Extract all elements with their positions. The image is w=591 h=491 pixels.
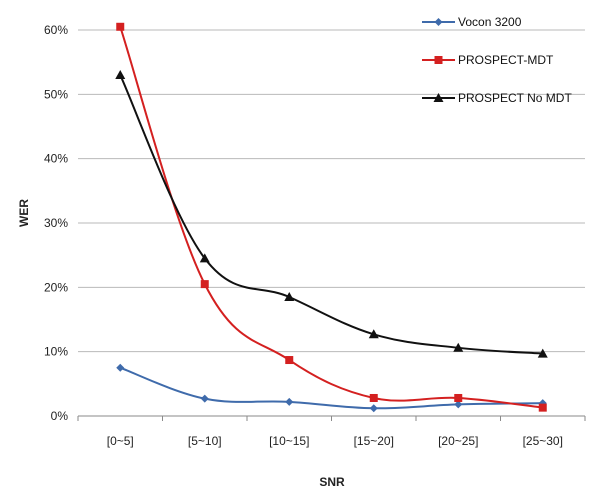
x-tick-label: [5~10]	[188, 434, 222, 448]
series-lines	[115, 22, 548, 413]
data-point	[454, 393, 463, 402]
series-0	[116, 363, 547, 413]
series-1	[116, 22, 547, 412]
y-tick-label: 20%	[44, 280, 68, 294]
data-point	[538, 403, 547, 412]
y-tick-label: 40%	[44, 152, 68, 166]
x-tick-label: [15~20]	[354, 434, 394, 448]
data-point	[453, 342, 464, 352]
x-tick-labels: [0~5] [5~10] [10~15] [15~20] [20~25] [25~30]	[107, 434, 563, 448]
data-point	[369, 393, 378, 402]
data-point	[285, 356, 294, 365]
series-line	[119, 366, 543, 410]
y-tick-labels: 0% 10% 20% 30% 40% 50% 60%	[44, 23, 68, 423]
data-point	[368, 329, 379, 339]
legend-marker	[434, 18, 443, 26]
legend-entry: PROSPECT No MDT	[422, 91, 572, 105]
legend-label: PROSPECT No MDT	[458, 91, 572, 105]
data-point	[200, 280, 209, 289]
y-tick-label: 0%	[51, 409, 69, 423]
data-point	[200, 394, 209, 403]
y-tick-label: 30%	[44, 216, 68, 230]
data-point	[116, 22, 125, 31]
data-point	[284, 291, 295, 301]
data-point	[116, 363, 125, 372]
legend-entry: Vocon 3200	[422, 15, 522, 29]
data-point	[369, 404, 378, 413]
axes	[77, 415, 586, 421]
data-point	[199, 253, 210, 263]
x-tick-label: [20~25]	[438, 434, 478, 448]
legend-marker	[434, 56, 443, 64]
legend: Vocon 3200 PROSPECT-MDT PROSPECT No MDT	[422, 15, 572, 105]
legend-marker	[433, 93, 444, 102]
data-point	[115, 70, 126, 80]
y-tick-label: 60%	[44, 23, 68, 37]
data-point	[454, 400, 463, 409]
x-axis-title: SNR	[319, 475, 345, 489]
y-axis-title: WER	[17, 199, 31, 227]
gridlines	[78, 29, 585, 353]
data-point	[537, 348, 548, 358]
series-2	[115, 70, 548, 358]
series-line	[119, 74, 543, 355]
x-tick-label: [10~15]	[269, 434, 309, 448]
legend-entry: PROSPECT-MDT	[422, 53, 554, 67]
legend-label: PROSPECT-MDT	[458, 53, 554, 67]
x-tick-label: [25~30]	[523, 434, 563, 448]
y-tick-label: 10%	[44, 345, 68, 359]
y-tick-label: 50%	[44, 87, 68, 101]
legend-label: Vocon 3200	[458, 15, 522, 29]
data-point	[285, 397, 294, 406]
x-tick-label: [0~5]	[107, 434, 134, 448]
